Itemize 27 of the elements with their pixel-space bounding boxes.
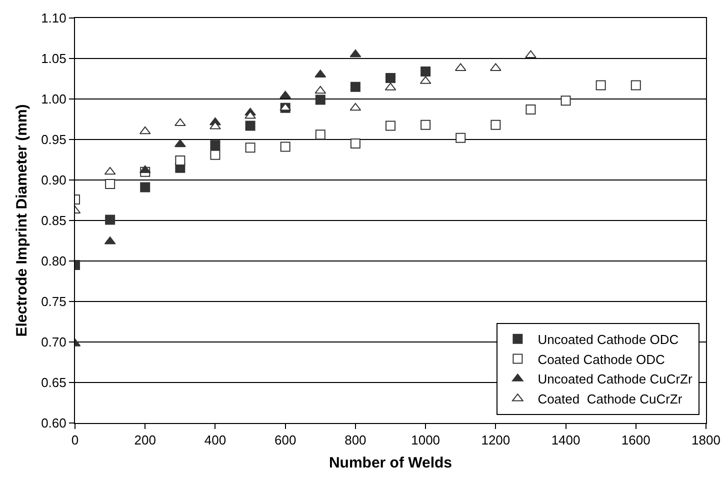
x-tick-label: 1400 bbox=[551, 432, 580, 448]
y-tick-label: 0.95 bbox=[41, 132, 66, 148]
legend-label: Coated Cathode ODC bbox=[538, 352, 665, 367]
y-tick-label: 0.90 bbox=[41, 172, 66, 188]
legend-label: Uncoated Cathode CuCrZr bbox=[538, 372, 693, 387]
x-tick-label: 200 bbox=[134, 432, 156, 448]
x-axis-title: Number of Welds bbox=[328, 454, 452, 472]
y-tick-label: 1.10 bbox=[41, 10, 66, 26]
y-tick-label: 0.75 bbox=[41, 294, 66, 310]
legend-label: Uncoated Cathode ODC bbox=[538, 332, 679, 347]
x-tick-label: 1200 bbox=[481, 432, 510, 448]
y-tick-label: 0.85 bbox=[41, 213, 66, 228]
y-tick-label: 0.80 bbox=[41, 254, 66, 269]
y-tick-label: 1.00 bbox=[41, 92, 66, 107]
y-tick-label: 1.05 bbox=[41, 51, 66, 66]
x-tick-label: 1000 bbox=[411, 432, 440, 448]
x-tick-label: 600 bbox=[274, 432, 296, 448]
x-tick-label: 1800 bbox=[692, 432, 720, 448]
y-axis-title: Electrode Imprint Diameter (mm) bbox=[13, 104, 30, 337]
x-tick-label: 800 bbox=[344, 432, 366, 448]
y-tick-label: 0.65 bbox=[41, 375, 66, 390]
x-tick-label: 1600 bbox=[621, 432, 650, 448]
x-tick-label: 400 bbox=[204, 432, 226, 448]
y-tick-label: 0.60 bbox=[41, 416, 66, 431]
y-tick-label: 0.70 bbox=[41, 334, 66, 350]
x-tick-label: 0 bbox=[71, 432, 79, 448]
legend-label: Coated Cathode CuCrZr bbox=[538, 392, 683, 407]
